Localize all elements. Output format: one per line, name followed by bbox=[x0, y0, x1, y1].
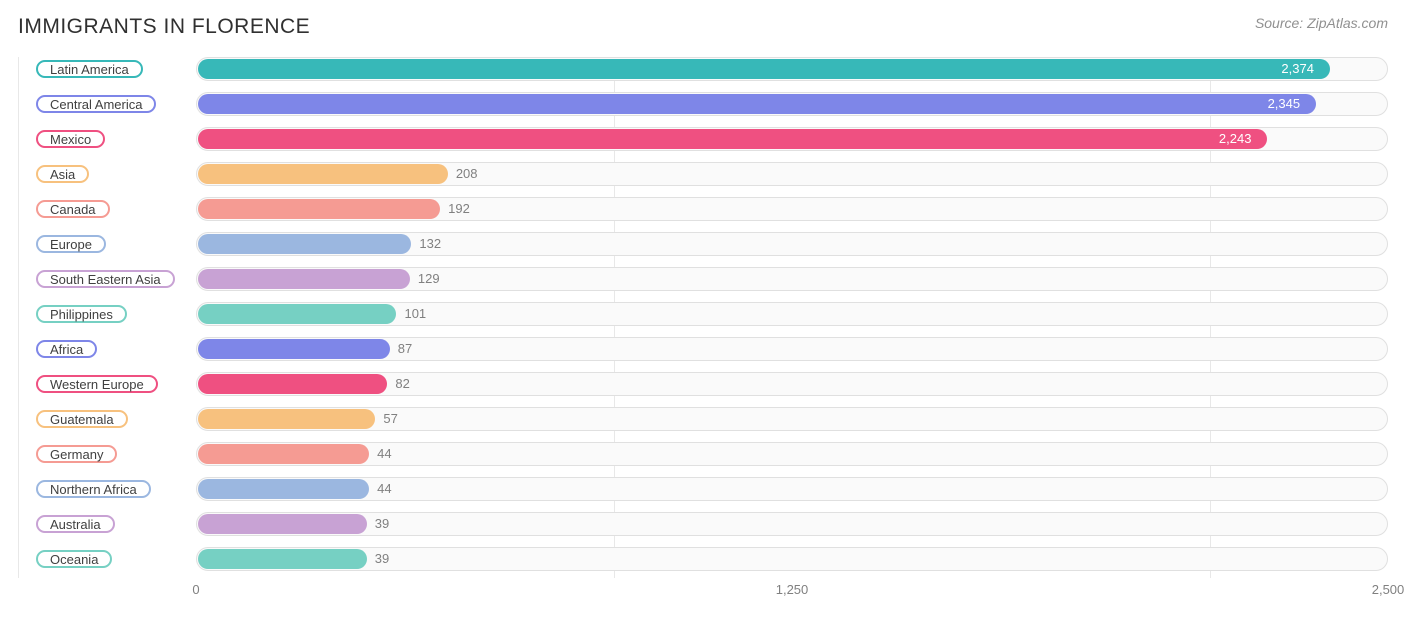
chart-rows: Latin America2,374 Central America2,345 Me… bbox=[196, 57, 1388, 571]
category-label: Northern Africa bbox=[36, 480, 151, 498]
bar-row: Central America2,345 bbox=[196, 92, 1388, 116]
gridline bbox=[18, 57, 19, 578]
bar-fill bbox=[198, 59, 1330, 79]
bar-row: Northern Africa44 bbox=[196, 477, 1388, 501]
bar-fill bbox=[198, 304, 396, 324]
bar-row: Africa87 bbox=[196, 337, 1388, 361]
bar-fill bbox=[198, 514, 367, 534]
bar-fill bbox=[198, 199, 440, 219]
value-label: 57 bbox=[383, 407, 397, 431]
bar-row: Australia39 bbox=[196, 512, 1388, 536]
bar-fill bbox=[198, 234, 411, 254]
category-label: South Eastern Asia bbox=[36, 270, 175, 288]
bar-fill bbox=[198, 444, 369, 464]
category-label: Australia bbox=[36, 515, 115, 533]
category-label: Asia bbox=[36, 165, 89, 183]
bar-track bbox=[196, 442, 1388, 466]
bar-fill bbox=[198, 549, 367, 569]
bar-row: Latin America2,374 bbox=[196, 57, 1388, 81]
value-label: 132 bbox=[419, 232, 441, 256]
bar-row: Germany44 bbox=[196, 442, 1388, 466]
bar-fill bbox=[198, 374, 387, 394]
x-axis: 01,2502,500 bbox=[196, 578, 1388, 602]
category-label: Germany bbox=[36, 445, 117, 463]
category-label: Latin America bbox=[36, 60, 143, 78]
bar-row: Canada192 bbox=[196, 197, 1388, 221]
bar-row: South Eastern Asia129 bbox=[196, 267, 1388, 291]
bar-row: Oceania39 bbox=[196, 547, 1388, 571]
value-label: 44 bbox=[377, 477, 391, 501]
category-label: Africa bbox=[36, 340, 97, 358]
bar-row: Philippines101 bbox=[196, 302, 1388, 326]
value-label: 44 bbox=[377, 442, 391, 466]
category-label: Philippines bbox=[36, 305, 127, 323]
value-label: 129 bbox=[418, 267, 440, 291]
value-label: 2,243 bbox=[1219, 127, 1252, 151]
bar-fill bbox=[198, 409, 375, 429]
chart-title: IMMIGRANTS IN FLORENCE bbox=[18, 15, 310, 39]
bar-fill bbox=[198, 339, 390, 359]
value-label: 101 bbox=[404, 302, 426, 326]
chart-header: IMMIGRANTS IN FLORENCE Source: ZipAtlas.… bbox=[18, 15, 1388, 39]
bar-row: Asia208 bbox=[196, 162, 1388, 186]
bar-fill bbox=[198, 129, 1267, 149]
category-label: Oceania bbox=[36, 550, 112, 568]
bar-fill bbox=[198, 269, 410, 289]
chart-source: Source: ZipAtlas.com bbox=[1255, 15, 1388, 31]
value-label: 82 bbox=[395, 372, 409, 396]
bar-track bbox=[196, 477, 1388, 501]
axis-tick: 0 bbox=[192, 582, 199, 597]
category-label: Mexico bbox=[36, 130, 105, 148]
category-label: Central America bbox=[36, 95, 156, 113]
value-label: 39 bbox=[375, 512, 389, 536]
value-label: 87 bbox=[398, 337, 412, 361]
value-label: 39 bbox=[375, 547, 389, 571]
value-label: 192 bbox=[448, 197, 470, 221]
bar-chart: Latin America2,374Central America2,345Me… bbox=[18, 57, 1388, 602]
value-label: 2,345 bbox=[1268, 92, 1301, 116]
bar-row: Mexico2,243 bbox=[196, 127, 1388, 151]
category-label: Europe bbox=[36, 235, 106, 253]
bar-row: Western Europe82 bbox=[196, 372, 1388, 396]
value-label: 208 bbox=[456, 162, 478, 186]
bar-row: Europe132 bbox=[196, 232, 1388, 256]
bar-row: Guatemala57 bbox=[196, 407, 1388, 431]
axis-tick: 1,250 bbox=[776, 582, 809, 597]
bar-fill bbox=[198, 164, 448, 184]
category-label: Western Europe bbox=[36, 375, 158, 393]
axis-tick: 2,500 bbox=[1372, 582, 1405, 597]
value-label: 2,374 bbox=[1281, 57, 1314, 81]
category-label: Canada bbox=[36, 200, 110, 218]
bar-fill bbox=[198, 479, 369, 499]
bar-fill bbox=[198, 94, 1316, 114]
category-label: Guatemala bbox=[36, 410, 128, 428]
